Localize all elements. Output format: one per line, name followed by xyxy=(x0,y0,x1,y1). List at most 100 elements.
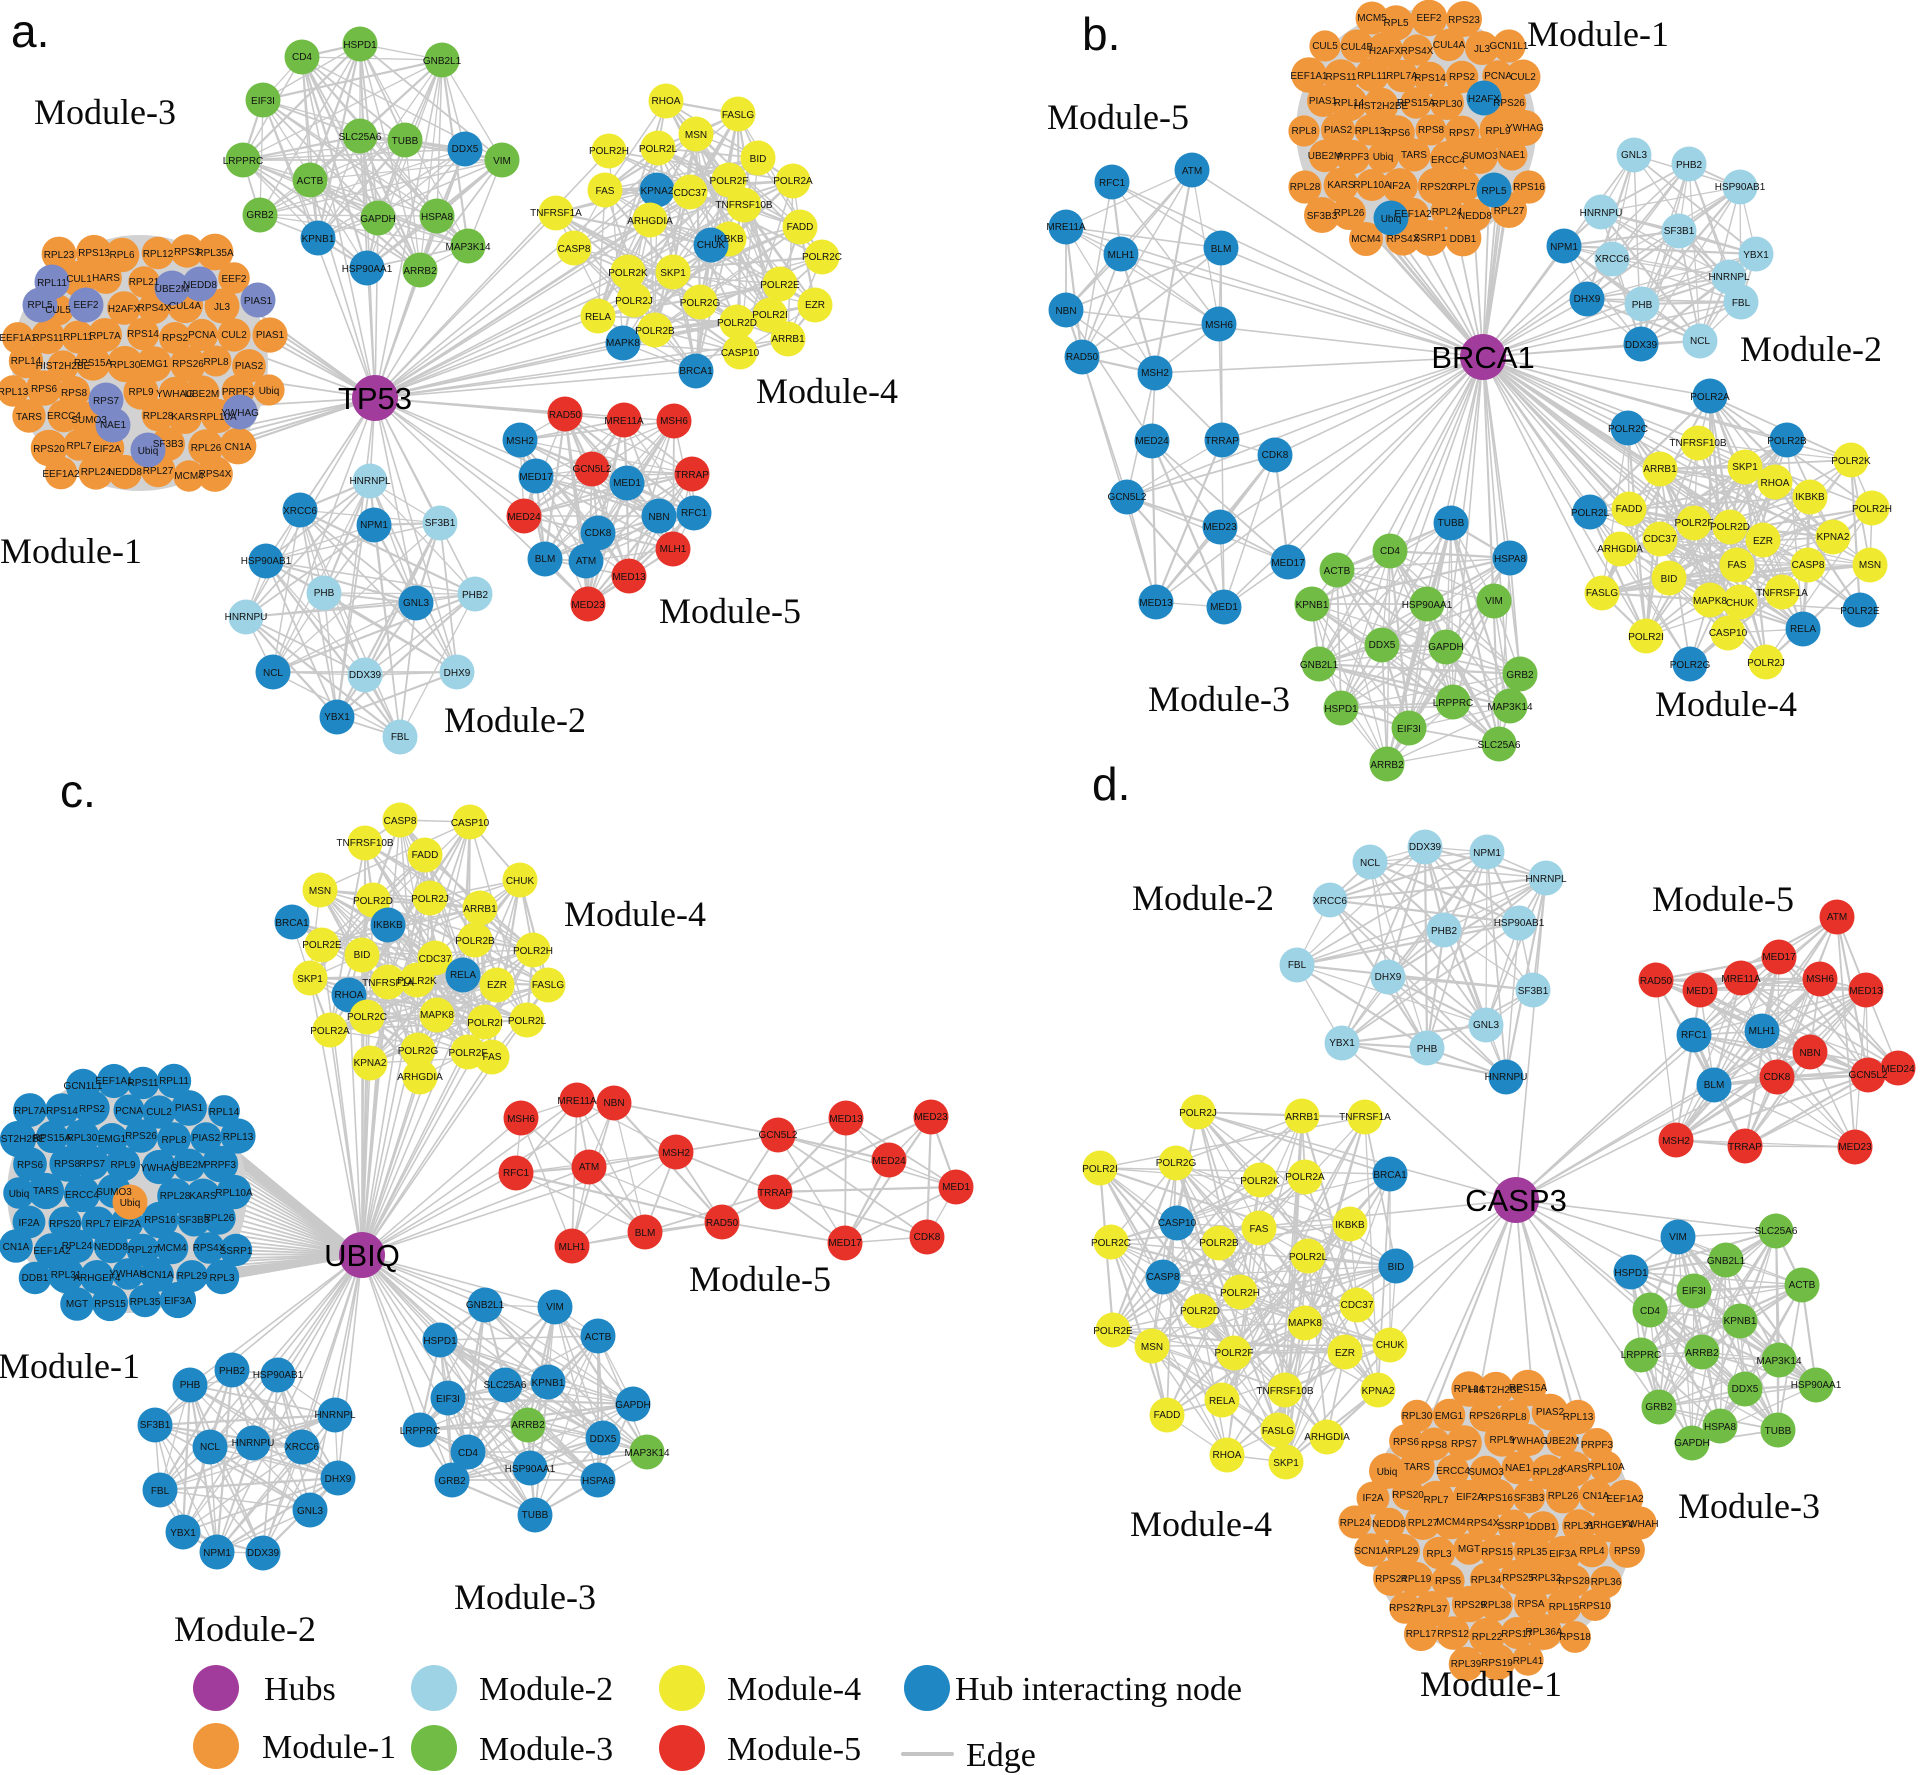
svg-text:MED23: MED23 xyxy=(571,600,605,611)
svg-text:H2AFX: H2AFX xyxy=(1369,46,1402,57)
svg-text:MGT: MGT xyxy=(1458,1544,1480,1555)
svg-text:SUMO3: SUMO3 xyxy=(1468,1467,1504,1478)
svg-text:HSPA8: HSPA8 xyxy=(421,212,453,223)
svg-text:EIF3A: EIF3A xyxy=(1549,1549,1577,1560)
svg-text:POLR2G: POLR2G xyxy=(1156,1158,1197,1169)
svg-text:RPL14: RPL14 xyxy=(209,1107,240,1118)
svg-text:RPL35: RPL35 xyxy=(1517,1547,1548,1558)
svg-text:BID: BID xyxy=(354,950,371,961)
svg-text:RPL8: RPL8 xyxy=(161,1135,186,1146)
svg-text:SF3B3: SF3B3 xyxy=(179,1215,210,1226)
svg-text:RPL7: RPL7 xyxy=(85,1219,110,1230)
svg-text:DHX9: DHX9 xyxy=(444,668,471,679)
svg-text:RPL28: RPL28 xyxy=(160,1191,191,1202)
svg-text:RPS26: RPS26 xyxy=(172,359,204,370)
svg-text:POLR2L: POLR2L xyxy=(1571,508,1610,519)
svg-text:TARS: TARS xyxy=(1401,150,1427,161)
svg-text:RPS13: RPS13 xyxy=(78,248,110,259)
svg-text:MED24: MED24 xyxy=(507,512,541,523)
svg-text:MCM5: MCM5 xyxy=(1357,13,1387,24)
svg-text:EZR: EZR xyxy=(1753,536,1773,547)
svg-text:KARS: KARS xyxy=(1327,180,1355,191)
svg-text:EIF2A: EIF2A xyxy=(1456,1492,1484,1503)
svg-text:RPL36: RPL36 xyxy=(1591,1577,1622,1588)
svg-text:RPL34: RPL34 xyxy=(1471,1575,1502,1586)
svg-text:IF2A: IF2A xyxy=(18,1218,39,1229)
svg-text:Ubiq: Ubiq xyxy=(138,446,159,457)
svg-text:CASP8: CASP8 xyxy=(558,244,591,255)
svg-text:RPS4X: RPS4X xyxy=(138,303,171,314)
svg-text:IF2A: IF2A xyxy=(1362,1493,1383,1504)
svg-text:POLR2H: POLR2H xyxy=(1220,1288,1260,1299)
svg-text:IF2A: IF2A xyxy=(1389,181,1410,192)
svg-text:FBL: FBL xyxy=(151,1486,170,1497)
svg-text:Module-5: Module-5 xyxy=(1047,97,1189,137)
svg-text:MSH6: MSH6 xyxy=(1806,974,1834,985)
svg-text:RPL10A: RPL10A xyxy=(1587,1462,1625,1473)
svg-text:EIF3I: EIF3I xyxy=(1682,1286,1706,1297)
svg-text:BRCA1: BRCA1 xyxy=(275,918,309,929)
svg-text:NEDD8: NEDD8 xyxy=(1372,1519,1406,1530)
svg-text:POLR2F: POLR2F xyxy=(449,1048,488,1059)
svg-text:SLC25A6: SLC25A6 xyxy=(339,132,382,143)
svg-text:FASLG: FASLG xyxy=(722,110,754,121)
svg-text:RPL29: RPL29 xyxy=(1388,1546,1419,1557)
svg-text:RELA: RELA xyxy=(450,970,476,981)
svg-text:POLR2C: POLR2C xyxy=(1091,1238,1131,1249)
svg-text:HSPA8: HSPA8 xyxy=(1494,554,1526,565)
svg-text:MCM4: MCM4 xyxy=(157,1243,187,1254)
svg-text:RPS12: RPS12 xyxy=(1437,1629,1469,1640)
svg-text:RPS28: RPS28 xyxy=(1558,1576,1590,1587)
svg-text:CUL4A: CUL4A xyxy=(1433,40,1466,51)
svg-text:FBL: FBL xyxy=(1288,960,1307,971)
svg-text:EIF3I: EIF3I xyxy=(251,96,275,107)
svg-text:KPNA2: KPNA2 xyxy=(641,186,674,197)
svg-text:RPS18: RPS18 xyxy=(1559,1632,1591,1643)
svg-text:FAS: FAS xyxy=(1728,560,1747,571)
svg-text:RPL9: RPL9 xyxy=(1489,1435,1514,1446)
svg-text:POLR2H: POLR2H xyxy=(589,146,629,157)
svg-text:SF3B3: SF3B3 xyxy=(1307,211,1338,222)
svg-text:FAS: FAS xyxy=(483,1052,502,1063)
svg-text:RPL8: RPL8 xyxy=(1291,126,1316,137)
svg-text:ATM: ATM xyxy=(579,1162,599,1173)
svg-text:SKP1: SKP1 xyxy=(1732,462,1758,473)
svg-text:RPS4X: RPS4X xyxy=(199,469,232,480)
svg-text:MED23: MED23 xyxy=(914,1112,948,1123)
svg-text:MED13: MED13 xyxy=(829,1114,863,1125)
svg-text:Ubiq: Ubiq xyxy=(1377,1467,1398,1478)
svg-text:HSP90AA1: HSP90AA1 xyxy=(1791,1380,1842,1391)
svg-text:Module-5: Module-5 xyxy=(689,1259,831,1299)
svg-text:GNB2L1: GNB2L1 xyxy=(1300,660,1339,671)
svg-text:Module-2: Module-2 xyxy=(174,1609,316,1649)
svg-text:SLC25A6: SLC25A6 xyxy=(1755,1226,1798,1237)
svg-text:Module-2: Module-2 xyxy=(1740,329,1882,369)
svg-text:POLR2L: POLR2L xyxy=(639,144,678,155)
svg-text:RPL31: RPL31 xyxy=(1564,1521,1595,1532)
svg-text:GNL3: GNL3 xyxy=(297,1506,324,1517)
svg-text:RPS11: RPS11 xyxy=(33,333,64,344)
svg-text:HNRNPL: HNRNPL xyxy=(1708,272,1750,283)
svg-text:SKP1: SKP1 xyxy=(1273,1458,1299,1469)
svg-text:ATM: ATM xyxy=(1182,166,1202,177)
svg-text:Hubs: Hubs xyxy=(264,1671,336,1708)
svg-text:DDB1: DDB1 xyxy=(1530,1522,1557,1533)
svg-text:IKBKB: IKBKB xyxy=(373,920,403,931)
svg-text:NEDD8: NEDD8 xyxy=(183,280,217,291)
svg-text:IKBKB: IKBKB xyxy=(714,234,744,245)
svg-text:YBX1: YBX1 xyxy=(1743,250,1769,261)
svg-text:PRPF3: PRPF3 xyxy=(1337,152,1370,163)
svg-text:POLR2I: POLR2I xyxy=(752,310,788,321)
svg-text:Module-1: Module-1 xyxy=(0,1346,140,1386)
svg-text:RPS8: RPS8 xyxy=(1421,1440,1448,1451)
svg-text:XRCC6: XRCC6 xyxy=(285,1442,319,1453)
svg-text:RPL27: RPL27 xyxy=(143,466,174,477)
svg-text:SSRP1: SSRP1 xyxy=(1414,233,1447,244)
svg-text:RPL7: RPL7 xyxy=(1450,182,1475,193)
svg-text:MED24: MED24 xyxy=(1881,1064,1915,1075)
svg-text:GCN5L2: GCN5L2 xyxy=(573,464,612,475)
svg-text:MED17: MED17 xyxy=(828,1238,862,1249)
svg-text:MED13: MED13 xyxy=(612,572,646,583)
svg-text:ACTB: ACTB xyxy=(297,176,324,187)
svg-text:POLR2K: POLR2K xyxy=(608,268,648,279)
